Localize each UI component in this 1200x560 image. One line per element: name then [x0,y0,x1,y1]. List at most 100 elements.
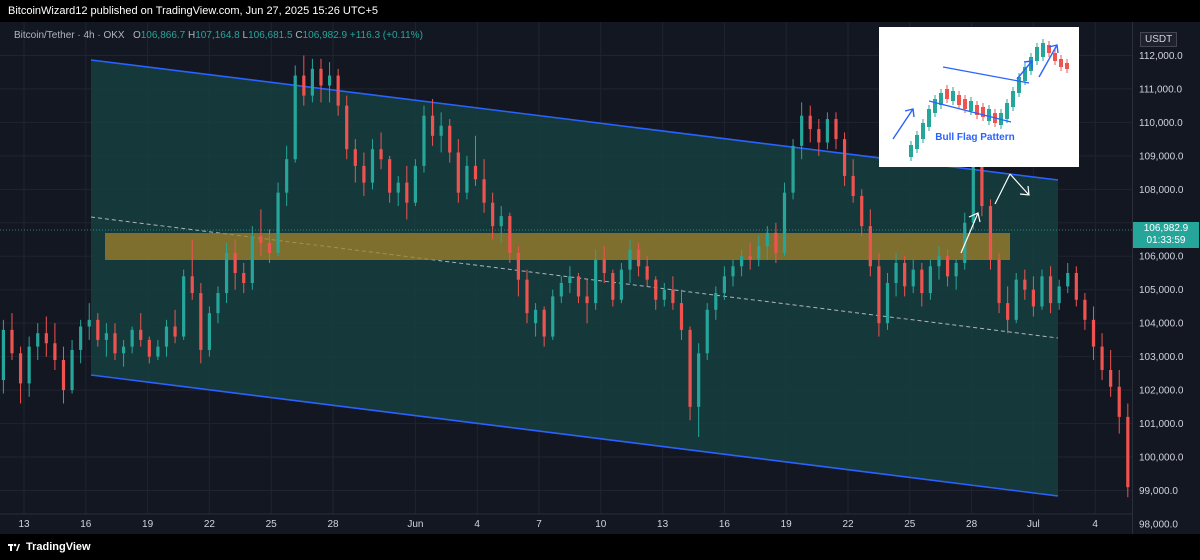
candle[interactable] [139,313,143,347]
candle[interactable] [937,246,941,280]
symbol-label[interactable]: Bitcoin/Tether · 4h · OKX [14,30,125,41]
candle[interactable] [345,95,349,160]
candle[interactable] [611,269,615,307]
candle[interactable] [448,119,452,163]
candle[interactable] [267,229,272,263]
candle[interactable] [456,139,460,203]
candle[interactable] [1066,262,1070,294]
candle[interactable] [851,159,855,203]
candle[interactable] [654,276,658,310]
candle[interactable] [182,269,186,340]
candle[interactable] [971,159,975,230]
candle[interactable] [1040,269,1044,310]
candle[interactable] [104,323,108,357]
candle[interactable] [954,259,958,290]
candle[interactable] [920,262,924,307]
candle[interactable] [697,343,701,437]
candle[interactable] [422,105,426,173]
candle[interactable] [1,319,5,394]
candle[interactable] [911,259,915,294]
candle[interactable] [396,175,400,207]
candle[interactable] [636,242,641,277]
candle[interactable] [310,58,314,103]
candle[interactable] [147,336,151,364]
candle[interactable] [903,256,907,297]
candle[interactable] [156,339,160,360]
candle[interactable] [70,339,74,394]
candle[interactable] [216,286,220,324]
candle[interactable] [731,259,735,287]
candle[interactable] [791,139,795,200]
candle[interactable] [130,326,134,354]
candle[interactable] [319,58,323,103]
candle[interactable] [679,289,684,340]
candle[interactable] [739,249,744,277]
candle[interactable] [757,236,761,267]
candle[interactable] [885,272,890,330]
candle[interactable] [834,112,838,150]
price-axis[interactable]: 112,000.0 111,000.0 110,000.0 109,000.0 108,… [1132,22,1200,534]
candle[interactable] [980,159,984,217]
candle[interactable] [302,55,306,106]
support-zone[interactable] [105,233,1010,260]
candle[interactable] [405,165,409,220]
candle[interactable] [551,289,555,340]
candle[interactable] [327,62,332,103]
candle[interactable] [482,159,486,213]
candle[interactable] [542,306,546,347]
candle[interactable] [353,139,357,183]
candle[interactable] [585,279,589,324]
candle[interactable] [362,152,366,197]
candle[interactable] [602,246,606,284]
candle[interactable] [250,226,254,290]
candle[interactable] [224,242,229,304]
projection-arrows[interactable] [960,173,1030,254]
candle[interactable] [1091,306,1096,360]
candle[interactable] [199,283,203,364]
candle[interactable] [808,105,812,143]
candle[interactable] [533,303,538,337]
candle[interactable] [379,132,383,170]
candle[interactable] [714,286,718,320]
candle[interactable] [439,112,443,153]
candle[interactable] [1100,333,1104,381]
candle[interactable] [860,189,864,237]
candle[interactable] [619,262,623,304]
currency-label[interactable]: USDT [1140,32,1178,47]
candle[interactable] [1109,349,1113,397]
candle[interactable] [491,192,495,240]
candle[interactable] [842,132,847,186]
candle[interactable] [1074,266,1078,307]
candle[interactable] [1023,269,1027,300]
candle[interactable] [988,199,993,270]
candle[interactable] [671,276,675,310]
candle[interactable] [27,336,31,397]
candle[interactable] [336,68,340,116]
candle[interactable] [285,145,289,207]
candle[interactable] [868,209,872,277]
candle[interactable] [705,303,709,360]
candle[interactable] [1031,276,1035,317]
candle[interactable] [61,346,66,404]
candle[interactable] [645,256,649,287]
candle[interactable] [516,246,520,297]
candle[interactable] [190,239,194,300]
candle[interactable] [688,326,692,421]
candle[interactable] [825,112,829,150]
candle[interactable] [499,206,503,243]
candle[interactable] [113,323,117,360]
candle[interactable] [594,249,598,310]
candle[interactable] [928,259,932,300]
candle[interactable] [87,303,91,340]
candle[interactable] [559,276,563,304]
candle[interactable] [722,266,726,300]
candle[interactable] [413,159,417,207]
candle[interactable] [465,155,469,200]
candle[interactable] [96,313,100,347]
candle[interactable] [765,226,769,260]
candle[interactable] [79,319,83,364]
candle[interactable] [18,346,23,404]
candle[interactable] [525,269,529,324]
candle[interactable] [276,182,280,257]
candle[interactable] [53,323,57,371]
